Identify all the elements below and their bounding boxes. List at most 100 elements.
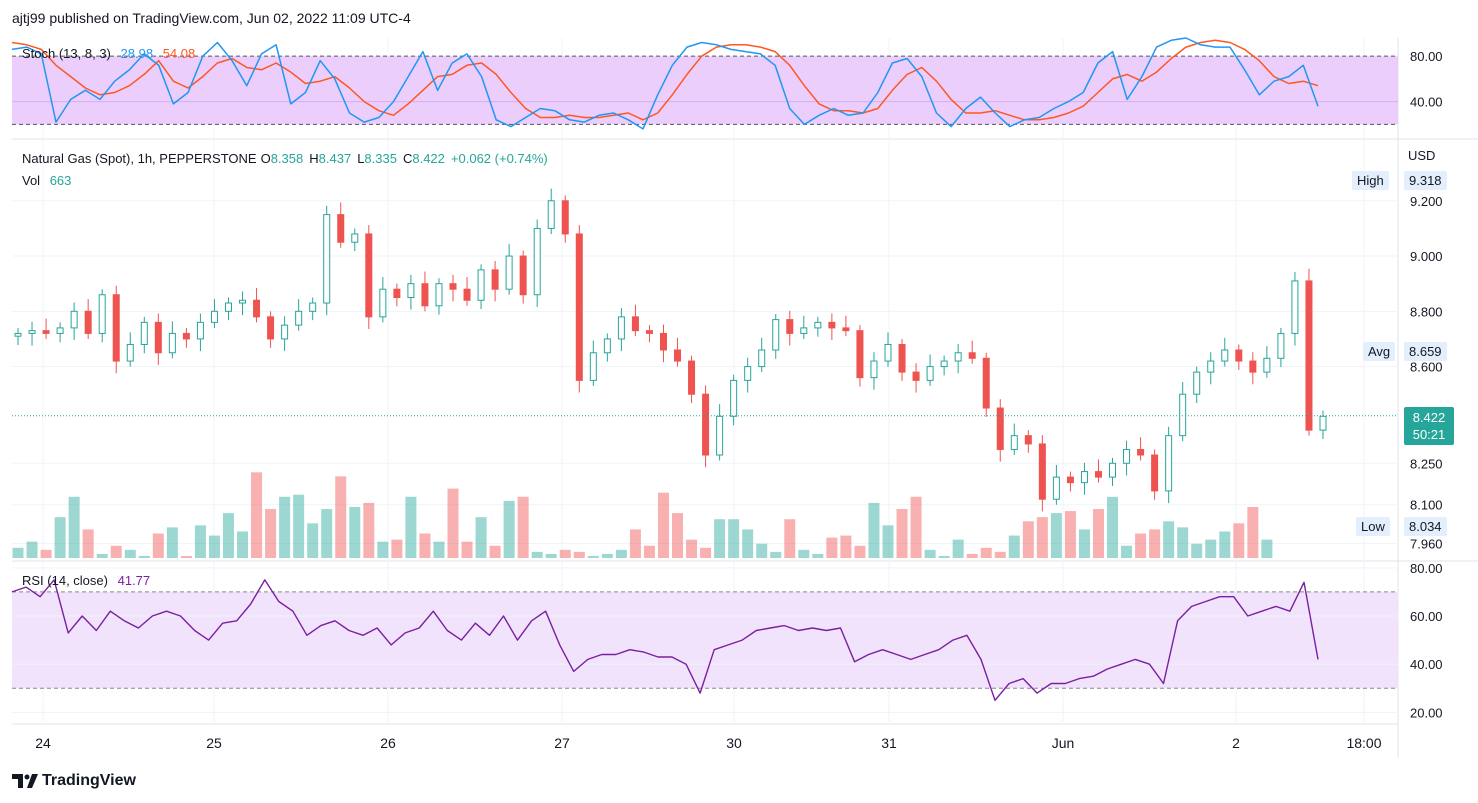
tradingview-logo-icon	[12, 774, 38, 788]
price-pane-bg	[12, 140, 1398, 560]
volume-bar	[40, 549, 52, 558]
volume-bar	[812, 553, 824, 558]
volume-bar	[26, 541, 38, 558]
volume-bar	[714, 519, 726, 558]
candle-body	[112, 294, 120, 362]
candle-body	[1080, 471, 1088, 484]
volume-bar	[251, 472, 263, 558]
avg-tag-value: 8.659	[1404, 342, 1447, 361]
volume-bar	[1177, 527, 1189, 558]
candle-body	[674, 349, 682, 362]
candle-body	[659, 332, 667, 351]
candle-body	[491, 269, 499, 290]
price-tick-label: 8.800	[1410, 304, 1443, 319]
candle-body	[912, 371, 920, 381]
volume-bar	[54, 517, 66, 558]
volume-bar	[1219, 531, 1231, 558]
brand-name: TradingView	[42, 772, 136, 789]
candle-body	[84, 310, 92, 334]
volume-bar	[573, 551, 585, 558]
volume-bar	[138, 555, 150, 558]
volume-bar	[826, 537, 838, 558]
candle-body	[758, 349, 766, 368]
stoch-band	[12, 56, 1398, 125]
volume-bar	[489, 545, 501, 558]
time-tick-label: 18:00	[1346, 735, 1381, 751]
high-tag-label: High	[1352, 171, 1389, 190]
volume-bar	[265, 509, 277, 558]
volume-bar	[475, 517, 487, 558]
candle-body	[337, 214, 345, 243]
time-tick-label: 26	[380, 735, 396, 751]
volume-bar	[335, 476, 347, 558]
candle-body	[14, 332, 22, 337]
candle-body	[982, 357, 990, 409]
candle-body	[1052, 476, 1060, 500]
bar-countdown: 50:21	[1412, 427, 1446, 442]
volume-bar	[728, 519, 740, 558]
stoch-k-line	[11, 37, 1319, 130]
volume-bar	[686, 539, 698, 558]
candle-body	[1263, 357, 1271, 373]
candle-body	[1179, 393, 1187, 437]
candle-body	[519, 255, 527, 296]
volume-bar	[279, 496, 291, 558]
candle-body	[603, 338, 611, 354]
candle-body	[182, 332, 190, 340]
volume-bar	[405, 496, 417, 558]
candle-body	[561, 200, 569, 235]
candle-body	[393, 288, 401, 299]
volume-bar	[1149, 529, 1161, 558]
candle-body	[154, 321, 162, 354]
stoch-tick-label: 80.00	[1410, 49, 1443, 64]
symbol-legend: Natural Gas (Spot), 1h, PEPPERSTONE O8.35…	[22, 151, 554, 166]
volume-legend: Vol 663	[22, 173, 77, 188]
candle-body	[926, 366, 934, 381]
price-tick-label: 8.600	[1410, 360, 1443, 375]
volume-bar	[363, 502, 375, 558]
volume-bar	[503, 500, 515, 558]
tradingview-logo[interactable]: TradingView	[12, 772, 136, 790]
candle-body	[224, 302, 232, 312]
candle-body	[940, 360, 948, 368]
volume-bar	[700, 547, 712, 558]
time-tick-label: 30	[726, 735, 742, 751]
low-tag-value: 8.034	[1404, 517, 1447, 536]
volume-bar	[1107, 496, 1119, 558]
volume-bar	[208, 535, 220, 558]
rsi-tick-label: 20.00	[1410, 705, 1443, 720]
last-price-tag: 8.422 50:21	[1404, 407, 1454, 445]
rsi-band	[12, 591, 1398, 689]
volume-bar	[615, 549, 627, 558]
time-tick-label: 24	[35, 735, 51, 751]
candle-body	[814, 321, 822, 329]
candle-body	[617, 316, 625, 340]
candle-body	[631, 316, 639, 332]
candle-body	[253, 299, 261, 318]
volume-bar	[447, 488, 459, 558]
volume-bar	[461, 541, 473, 558]
price-tick-label: 8.100	[1410, 498, 1443, 513]
rsi-tick-label: 60.00	[1410, 609, 1443, 624]
volume-bar	[110, 545, 122, 558]
volume-bar	[377, 541, 389, 558]
volume-bar	[1205, 539, 1217, 558]
ohlc-low: 8.335	[364, 151, 397, 166]
volume-bar	[194, 525, 206, 558]
volume-bar	[629, 529, 641, 558]
volume-bar	[910, 496, 922, 558]
volume-bar	[222, 513, 234, 558]
volume-bar	[840, 535, 852, 558]
symbol-title[interactable]: Natural Gas (Spot), 1h, PEPPERSTONE	[22, 151, 257, 166]
candle-body	[1109, 462, 1117, 478]
rsi-value: 41.77	[117, 573, 151, 588]
candle-body	[477, 269, 485, 301]
volume-bar	[307, 523, 319, 558]
volume-bar	[896, 509, 908, 558]
candle-body	[70, 310, 78, 329]
time-tick-label: 2	[1232, 735, 1240, 751]
volume-value: 663	[49, 173, 72, 188]
candle-body	[645, 330, 653, 334]
candle-body	[1010, 435, 1018, 450]
